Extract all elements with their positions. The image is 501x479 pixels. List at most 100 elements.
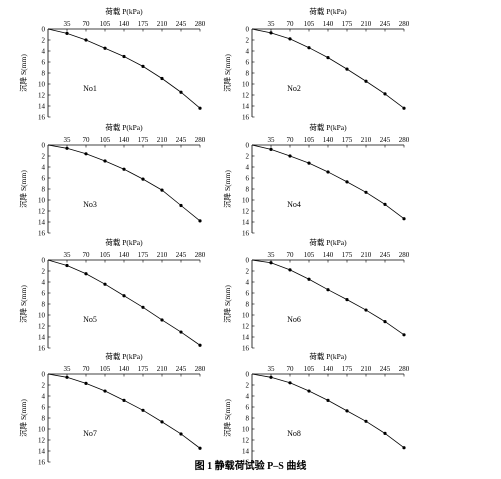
y-tick-label: 16 [242, 113, 250, 121]
data-point [122, 167, 126, 171]
y-tick-label: 8 [246, 414, 250, 422]
y-tick-label: 2 [246, 152, 250, 160]
settlement-curve [47, 259, 201, 346]
x-tick-label: 70 [83, 365, 91, 373]
x-tick-label: 105 [304, 136, 315, 144]
settlement-curve [47, 28, 201, 109]
y-tick-label: 4 [246, 392, 250, 400]
data-point [65, 31, 69, 35]
x-tick-label: 70 [287, 136, 295, 144]
data-point [198, 219, 202, 223]
y-tick-label: 6 [246, 174, 250, 182]
settlement-curve [47, 144, 201, 222]
panel-label: No5 [83, 315, 97, 324]
y-tick-label: 16 [38, 344, 46, 352]
data-point [179, 432, 183, 436]
y-tick-label: 8 [246, 185, 250, 193]
data-point [160, 420, 164, 424]
x-tick-label: 175 [342, 365, 353, 373]
x-axis-title: 荷载 P(kPa) [309, 6, 347, 16]
x-axis-title: 荷载 P(kPa) [309, 237, 347, 247]
y-tick-label: 0 [42, 256, 46, 264]
y-tick-label: 12 [38, 436, 46, 444]
chart-panel-2: 荷载 P(kPa) 35 70 105 140 175 210 245 280 0 2 4 6 8 10 12… [222, 6, 410, 121]
x-tick-label: 70 [287, 251, 295, 259]
data-point [402, 106, 406, 110]
x-tick-label: 140 [323, 136, 334, 144]
data-point [84, 381, 88, 385]
chart-panel-1: 荷载 P(kPa) 35 70 105 140 175 210 245 280 0 2 4 6 8 10 12… [18, 6, 206, 121]
x-tick-label: 245 [380, 251, 391, 259]
x-tick-label: 175 [342, 251, 353, 259]
y-tick-label: 2 [42, 36, 46, 44]
data-point [103, 159, 107, 163]
x-tick-label: 245 [176, 136, 187, 144]
x-tick-label: 70 [83, 136, 91, 144]
x-tick-label: 280 [195, 251, 206, 259]
x-tick-label: 245 [380, 365, 391, 373]
data-point [307, 389, 311, 393]
x-tick-label: 210 [157, 20, 168, 28]
y-tick-label: 10 [242, 311, 250, 319]
y-tick-label: 4 [42, 392, 46, 400]
data-point [288, 381, 292, 385]
data-point [364, 190, 368, 194]
x-tick-label: 105 [304, 365, 315, 373]
x-tick-label: 70 [287, 365, 295, 373]
y-tick-label: 12 [242, 436, 250, 444]
x-tick-label: 210 [157, 136, 168, 144]
data-point [364, 308, 368, 312]
y-tick-label: 4 [246, 163, 250, 171]
x-tick-label: 35 [268, 365, 276, 373]
y-tick-label: 16 [38, 458, 46, 466]
x-tick-label: 105 [100, 20, 111, 28]
x-tick-label: 245 [380, 20, 391, 28]
y-tick-label: 10 [242, 425, 250, 433]
x-tick-label: 210 [157, 251, 168, 259]
x-tick-label: 280 [195, 365, 206, 373]
x-tick-label: 210 [361, 20, 372, 28]
y-tick-label: 4 [246, 278, 250, 286]
x-tick-label: 175 [342, 20, 353, 28]
chart-panel-6: 荷载 P(kPa) 35 70 105 140 175 210 245 280 0 2 4 6 8 10 12… [222, 237, 410, 352]
data-point [383, 202, 387, 206]
data-point [288, 37, 292, 41]
y-tick-label: 6 [42, 289, 46, 297]
data-point [345, 180, 349, 184]
data-point [402, 333, 406, 337]
x-tick-label: 105 [304, 20, 315, 28]
x-tick-label: 140 [119, 20, 130, 28]
x-tick-label: 35 [64, 20, 72, 28]
data-point [364, 419, 368, 423]
y-tick-label: 0 [246, 25, 250, 33]
x-tick-label: 35 [64, 136, 72, 144]
y-tick-label: 8 [42, 300, 46, 308]
data-point [269, 375, 273, 379]
data-point [383, 431, 387, 435]
x-axis-title: 荷载 P(kPa) [309, 351, 347, 361]
y-axis-title: 沉降 S(mm) [222, 399, 232, 437]
settlement-curve [251, 373, 405, 449]
panel-label: No4 [287, 200, 301, 209]
data-point [345, 298, 349, 302]
y-tick-label: 4 [42, 278, 46, 286]
x-tick-label: 175 [138, 20, 149, 28]
data-point [326, 398, 330, 402]
data-point [103, 389, 107, 393]
data-point [345, 409, 349, 413]
chart-panel-3: 荷载 P(kPa) 35 70 105 140 175 210 245 280 0 2 4 6 8 10 12… [18, 122, 206, 237]
y-tick-label: 6 [42, 174, 46, 182]
data-point [65, 263, 69, 268]
y-tick-label: 6 [42, 58, 46, 66]
y-tick-label: 16 [38, 229, 46, 237]
x-tick-label: 245 [176, 365, 187, 373]
data-point [269, 147, 273, 151]
data-point [326, 288, 330, 292]
figure-caption: 图 1 静载荷试验 P–S 曲线 [194, 461, 307, 472]
x-tick-label: 35 [268, 136, 276, 144]
data-point [307, 161, 311, 165]
y-axis-title: 沉降 S(mm) [222, 285, 232, 323]
data-point [179, 330, 183, 334]
data-point [307, 277, 311, 281]
y-tick-label: 8 [42, 414, 46, 422]
